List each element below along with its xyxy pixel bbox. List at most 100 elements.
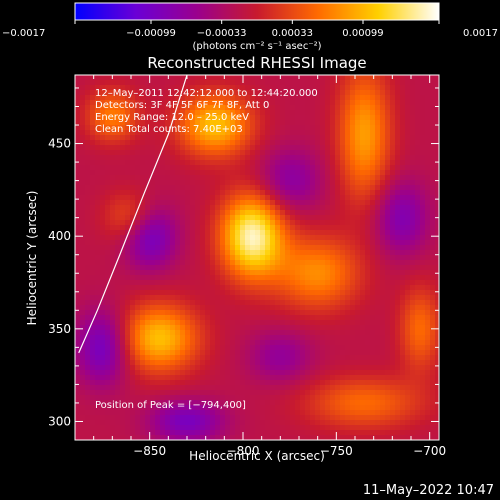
heatmap-cell bbox=[405, 320, 411, 326]
heatmap-cell bbox=[375, 410, 381, 416]
heatmap-cell bbox=[120, 350, 126, 356]
heatmap-cell bbox=[205, 100, 211, 106]
heatmap-cell bbox=[385, 225, 391, 231]
heatmap-cell bbox=[335, 190, 341, 196]
heatmap-cell bbox=[130, 85, 136, 91]
heatmap-cell bbox=[195, 135, 201, 141]
heatmap-cell bbox=[160, 275, 166, 281]
heatmap-cell bbox=[280, 150, 286, 156]
heatmap-cell bbox=[320, 330, 326, 336]
heatmap-cell bbox=[270, 385, 276, 391]
heatmap-cell bbox=[140, 100, 146, 106]
heatmap-cell bbox=[100, 80, 106, 86]
heatmap-cell bbox=[305, 350, 311, 356]
heatmap-cell bbox=[195, 300, 201, 306]
heatmap-cell bbox=[410, 360, 416, 366]
heatmap-cell bbox=[250, 300, 256, 306]
heatmap-cell bbox=[130, 290, 136, 296]
heatmap-cell bbox=[215, 155, 221, 161]
heatmap-cell bbox=[80, 145, 86, 151]
heatmap-cell bbox=[205, 295, 211, 301]
chart-title: Reconstructed RHESSI Image bbox=[147, 54, 366, 72]
heatmap-cell bbox=[400, 380, 406, 386]
heatmap-cell bbox=[100, 140, 106, 146]
heatmap-cell bbox=[140, 305, 146, 311]
heatmap-cell bbox=[155, 125, 161, 131]
heatmap-cell bbox=[365, 370, 371, 376]
heatmap-cell bbox=[120, 395, 126, 401]
heatmap-cell bbox=[350, 95, 356, 101]
heatmap-cell bbox=[90, 160, 96, 166]
heatmap-cell bbox=[215, 370, 221, 376]
heatmap-cell bbox=[265, 245, 271, 251]
heatmap-cell bbox=[275, 75, 281, 81]
heatmap-cell bbox=[305, 110, 311, 116]
heatmap-cell bbox=[405, 240, 411, 246]
heatmap-cell bbox=[285, 425, 291, 431]
heatmap-cell bbox=[360, 180, 366, 186]
heatmap-cell bbox=[400, 360, 406, 366]
heatmap-cell bbox=[135, 285, 141, 291]
heatmap-cell bbox=[275, 245, 281, 251]
heatmap-cell bbox=[270, 410, 276, 416]
heatmap-cell bbox=[360, 215, 366, 221]
heatmap-cell bbox=[400, 110, 406, 116]
heatmap-cell bbox=[300, 295, 306, 301]
heatmap-cell bbox=[290, 325, 296, 331]
heatmap-cell bbox=[155, 135, 161, 141]
heatmap-cell bbox=[275, 215, 281, 221]
heatmap-cell bbox=[230, 95, 236, 101]
heatmap-cell bbox=[205, 325, 211, 331]
heatmap-cell bbox=[180, 385, 186, 391]
heatmap-cell bbox=[80, 80, 86, 86]
heatmap-cell bbox=[255, 430, 261, 436]
heatmap-cell bbox=[370, 210, 376, 216]
heatmap-cell bbox=[145, 160, 151, 166]
heatmap-cell bbox=[260, 420, 266, 426]
heatmap-cell bbox=[210, 80, 216, 86]
heatmap-cell bbox=[290, 395, 296, 401]
heatmap-cell bbox=[310, 120, 316, 126]
heatmap-cell bbox=[115, 420, 121, 426]
heatmap-cell bbox=[400, 280, 406, 286]
heatmap-cell bbox=[380, 285, 386, 291]
heatmap-cell bbox=[375, 340, 381, 346]
heatmap-cell bbox=[195, 95, 201, 101]
heatmap-cell bbox=[310, 300, 316, 306]
heatmap-cell bbox=[385, 200, 391, 206]
heatmap-cell bbox=[220, 305, 226, 311]
heatmap-cell bbox=[385, 130, 391, 136]
heatmap-cell bbox=[375, 115, 381, 121]
heatmap-cell bbox=[385, 165, 391, 171]
heatmap-cell bbox=[195, 390, 201, 396]
heatmap-cell bbox=[240, 300, 246, 306]
heatmap-cell bbox=[410, 135, 416, 141]
heatmap-cell bbox=[285, 355, 291, 361]
heatmap-cell bbox=[150, 135, 156, 141]
heatmap-cell bbox=[330, 315, 336, 321]
heatmap-cell bbox=[160, 220, 166, 226]
heatmap-cell bbox=[105, 275, 111, 281]
heatmap-cell bbox=[180, 170, 186, 176]
heatmap-cell bbox=[345, 240, 351, 246]
heatmap-cell bbox=[410, 185, 416, 191]
heatmap-cell bbox=[235, 170, 241, 176]
heatmap-cell bbox=[325, 90, 331, 96]
heatmap-cell bbox=[235, 220, 241, 226]
heatmap-cell bbox=[250, 365, 256, 371]
heatmap-cell bbox=[210, 130, 216, 136]
heatmap-cell bbox=[310, 380, 316, 386]
heatmap-cell bbox=[330, 255, 336, 261]
heatmap-cell bbox=[280, 410, 286, 416]
heatmap-cell bbox=[100, 420, 106, 426]
heatmap-cell bbox=[130, 370, 136, 376]
heatmap-cell bbox=[180, 240, 186, 246]
heatmap-cell bbox=[325, 205, 331, 211]
heatmap-cell bbox=[365, 135, 371, 141]
heatmap-cell bbox=[125, 410, 131, 416]
heatmap-cell bbox=[315, 195, 321, 201]
heatmap-cell bbox=[200, 225, 206, 231]
heatmap-cell bbox=[245, 400, 251, 406]
heatmap-cell bbox=[165, 275, 171, 281]
heatmap-cell bbox=[220, 290, 226, 296]
